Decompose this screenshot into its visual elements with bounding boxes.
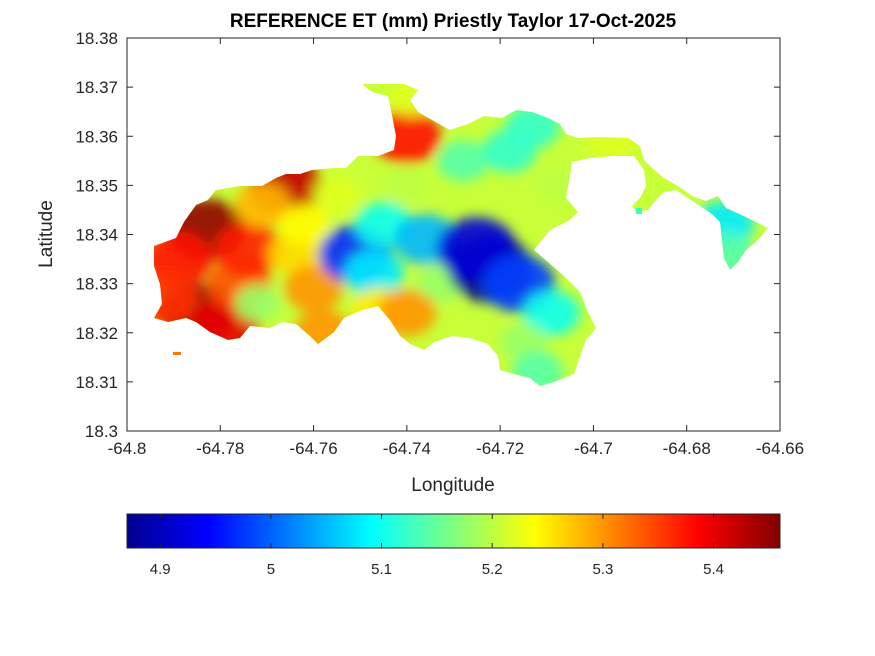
colorbar-tick-label: 5.3 xyxy=(592,561,613,578)
colorbar-tick-label: 5.2 xyxy=(482,561,503,578)
y-tick-label: 18.36 xyxy=(75,127,118,146)
y-tick-label: 18.33 xyxy=(75,275,118,294)
x-tick-label: -64.78 xyxy=(196,439,244,458)
y-tick-label: 18.3 xyxy=(85,422,118,441)
field-sample-13 xyxy=(312,175,362,215)
y-tick-label: 18.31 xyxy=(75,373,118,392)
chart-title: REFERENCE ET (mm) Priestly Taylor 17-Oct… xyxy=(230,11,677,32)
x-tick-label: -64.68 xyxy=(663,439,711,458)
x-tick-label: -64.76 xyxy=(289,439,337,458)
colorbar xyxy=(126,513,781,549)
x-axis: -64.8 -64.78 -64.76 -64.74 -64.72 -64.7 -64.68… xyxy=(108,38,804,458)
y-tick-label: 18.35 xyxy=(75,176,118,195)
y-tick-label: 18.37 xyxy=(75,78,118,97)
x-tick-label: -64.7 xyxy=(574,439,613,458)
islet-east xyxy=(636,208,642,214)
colorbar-tick-label: 5 xyxy=(267,561,275,578)
field-sample-31 xyxy=(522,290,580,336)
field-sample-6 xyxy=(214,222,282,277)
y-tick-label: 18.34 xyxy=(75,226,118,245)
field-sample-16 xyxy=(344,249,404,298)
islet-west xyxy=(173,352,181,355)
colorbar-tick-label: 4.9 xyxy=(150,561,171,578)
y-tick-label: 18.32 xyxy=(75,324,118,343)
colorbar-ticks: 4.9 5 5.1 5.2 5.3 5.4 xyxy=(150,514,724,578)
x-axis-label: Longitude xyxy=(411,475,494,496)
field-sample-19 xyxy=(384,167,430,204)
y-axis-label: Latitude xyxy=(36,200,57,268)
x-tick-label: -64.8 xyxy=(108,439,147,458)
field-sample-9 xyxy=(234,284,282,323)
x-tick-label: -64.66 xyxy=(756,439,804,458)
field-sample-8 xyxy=(234,182,291,228)
field-sample-4 xyxy=(154,271,198,325)
y-tick-label: 18.38 xyxy=(75,29,118,48)
field-sample-12 xyxy=(278,204,330,245)
field-sample-25 xyxy=(436,140,489,182)
field-sample-11 xyxy=(284,265,343,312)
colorbar-tick-label: 5.1 xyxy=(371,561,392,578)
y-axis: 18.3 18.31 18.32 18.33 18.34 18.35 18.36 18.37 1… xyxy=(75,29,780,441)
x-tick-label: -64.74 xyxy=(383,439,431,458)
x-tick-label: -64.72 xyxy=(476,439,524,458)
colorbar-tick-label: 5.4 xyxy=(703,561,724,578)
